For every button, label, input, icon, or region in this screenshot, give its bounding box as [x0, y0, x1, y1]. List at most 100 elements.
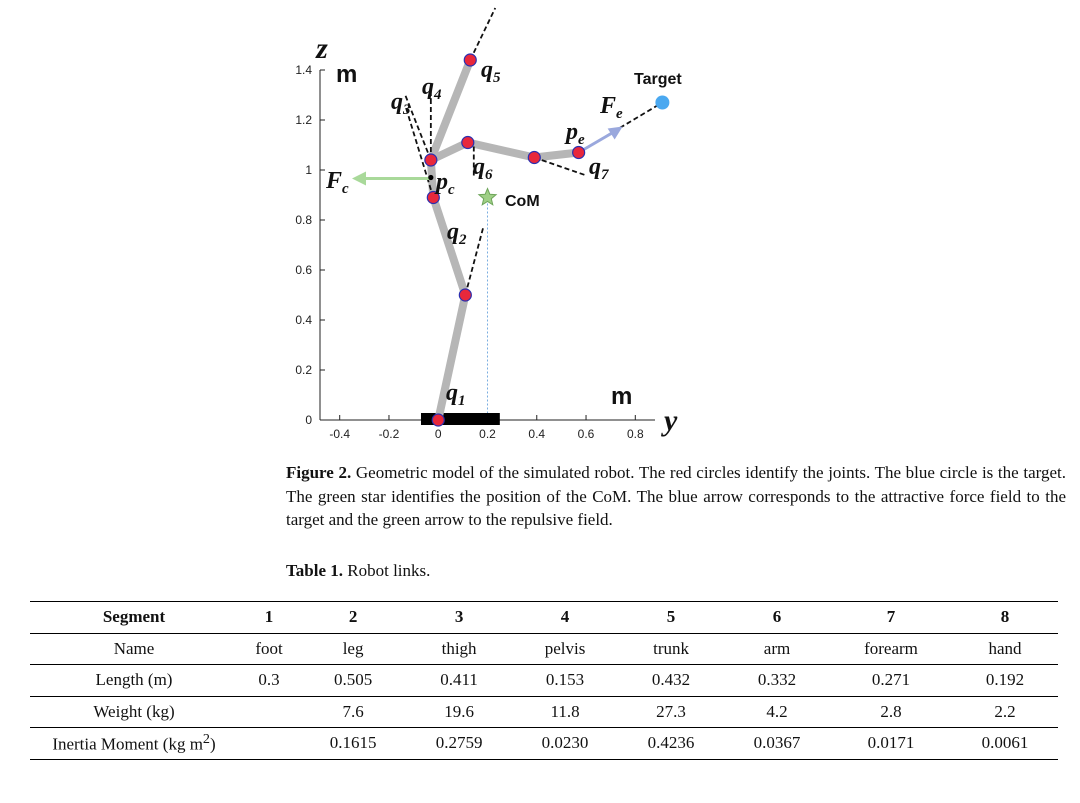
table-cell: 0.432 — [618, 664, 725, 697]
table-cell: 0.332 — [724, 664, 831, 697]
pc-label-sub: c — [448, 182, 455, 198]
table-cell: 0.192 — [952, 664, 1058, 697]
q2-label-main: q — [447, 219, 459, 245]
figure-caption-text: Geometric model of the simulated robot. … — [286, 463, 1066, 529]
table-cell: pelvis — [512, 633, 619, 665]
y-tick-label: 1.2 — [295, 113, 312, 127]
table-cell: Inertia Moment (kg m2) — [30, 727, 238, 760]
table-cell: leg — [300, 633, 407, 665]
q7-label-sub: 7 — [601, 167, 609, 183]
joint-marker — [572, 145, 586, 160]
x-tick-label: -0.2 — [379, 427, 400, 441]
table-cell: 0.0367 — [724, 727, 831, 760]
robot-link — [426, 56, 475, 164]
table-header-cell: 4 — [512, 601, 619, 634]
table-cell: 11.8 — [512, 696, 619, 728]
table-cell: 0.153 — [512, 664, 619, 697]
table-cell: trunk — [618, 633, 725, 665]
x-axis-unit: m — [611, 383, 632, 410]
table-cell: thigh — [406, 633, 513, 665]
table-header-cell: 6 — [724, 601, 831, 634]
robot-geometric-model-figure: -0.4 -0.2 0 0.2 0.4 0.6 0.8 0 0.2 0.4 0.6 0.8 1 1.2 1.… — [295, 7, 682, 441]
inertia-unit-sup: 2 — [202, 731, 210, 748]
joint-marker — [463, 53, 477, 67]
y-tick-label: 0.4 — [295, 313, 312, 327]
table-caption: Table 1. Robot links. — [286, 561, 430, 581]
table-cell: 0.411 — [406, 664, 513, 697]
q7-label-main: q — [589, 154, 601, 180]
table-cell: arm — [724, 633, 831, 665]
table-cell — [238, 727, 301, 760]
table-caption-text: Robot links. — [343, 561, 431, 580]
table-cell: 0.4236 — [618, 727, 725, 760]
robot-link — [426, 138, 472, 164]
robot-plot: -0.4 -0.2 0 0.2 0.4 0.6 0.8 0 0.2 0.4 0.6 0.8 1 1.2 1.… — [295, 7, 682, 441]
q4-label: q4 — [422, 74, 442, 103]
fe-label-sub: e — [616, 106, 623, 122]
table-cell: 4.2 — [724, 696, 831, 728]
joint-marker — [461, 135, 475, 150]
x-tick-label: 0.4 — [528, 427, 545, 441]
q5-reference-line — [469, 7, 497, 61]
table-cell: 7.6 — [300, 696, 407, 728]
q5-label-sub: 5 — [493, 70, 501, 86]
y-tick-label: 0.2 — [295, 363, 312, 377]
q1-label: q1 — [446, 380, 466, 409]
table-header-cell: Segment — [30, 601, 238, 634]
com-star-icon — [477, 187, 498, 206]
fc-label-sub: c — [342, 181, 349, 197]
x-tick-label: 0 — [435, 427, 442, 441]
table-header-row: Segment 1 2 3 4 5 6 7 8 — [30, 601, 1058, 634]
table-cell: 0.0061 — [952, 727, 1058, 760]
figure-caption: Figure 2. Geometric model of the simulat… — [286, 461, 1066, 532]
table-cell: 0.505 — [300, 664, 407, 697]
pe-label-sub: e — [578, 132, 585, 148]
y-axis-variable: z — [315, 32, 328, 65]
table-cell: 27.3 — [618, 696, 725, 728]
pe-label-main: p — [564, 119, 578, 145]
table-header-cell: 1 — [238, 601, 301, 634]
q7-reference-line — [534, 156, 587, 177]
q5-label: q5 — [481, 57, 501, 86]
table-cell: 0.2759 — [406, 727, 513, 760]
table-header-cell: 8 — [952, 601, 1058, 634]
q3-label-main: q — [391, 89, 403, 115]
fe-label-main: F — [599, 93, 616, 119]
x-axis-variable: y — [661, 404, 678, 437]
robot-links-table: Segment 1 2 3 4 5 6 7 8 Name foot leg th… — [30, 601, 1058, 760]
table-cell: 0.271 — [830, 664, 952, 697]
target-marker — [655, 95, 670, 110]
table-cell: 2.8 — [830, 696, 952, 728]
attractive-force-arrow-head — [607, 126, 623, 140]
robot-link — [434, 291, 470, 424]
table-cell: Name — [30, 633, 238, 665]
table-caption-label: Table 1. — [286, 561, 344, 580]
table-row-inertia: Inertia Moment (kg m2) 0.1615 0.2759 0.0… — [30, 727, 1058, 760]
y-axis-unit: m — [336, 61, 357, 88]
q3-label-sub: 3 — [402, 102, 411, 118]
q1-label-sub: 1 — [458, 393, 466, 409]
target-label: Target — [634, 71, 682, 88]
attractive-force-arrow — [577, 130, 616, 154]
fc-label-main: F — [325, 168, 342, 194]
table-header-cell: 3 — [406, 601, 513, 634]
y-tick-label: 1 — [305, 163, 312, 177]
pc-label: pc — [434, 169, 455, 198]
joint-marker — [527, 150, 541, 165]
table-cell: 2.2 — [952, 696, 1058, 728]
pc-point — [428, 174, 434, 181]
q6-label-main: q — [473, 154, 485, 180]
y-tick-label: 0.8 — [295, 213, 312, 227]
table-cell: forearm — [830, 633, 952, 665]
q2-label-sub: 2 — [458, 232, 467, 248]
q6-label: q6 — [473, 154, 493, 183]
fe-label: Fe — [599, 93, 623, 122]
figure-caption-label: Figure 2. — [286, 463, 352, 482]
q1-label-main: q — [446, 380, 458, 406]
x-tick-label: -0.4 — [329, 427, 350, 441]
x-tick-label: 0.6 — [578, 427, 595, 441]
q7-label: q7 — [589, 154, 609, 183]
q3-reference-line — [404, 93, 432, 161]
table-header-cell: 5 — [618, 601, 725, 634]
joint-marker — [431, 413, 445, 427]
